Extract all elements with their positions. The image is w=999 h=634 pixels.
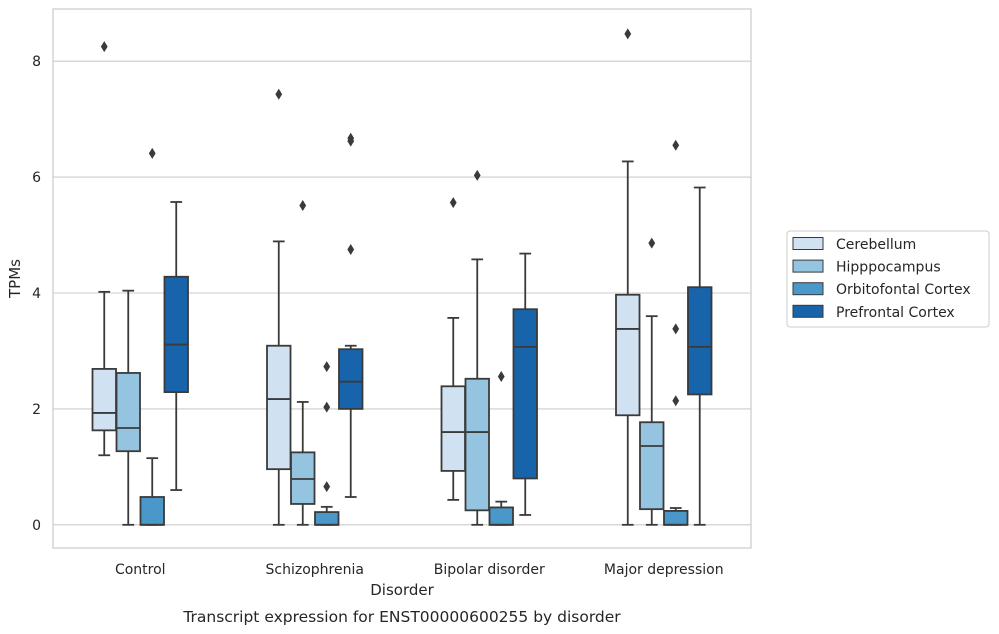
outlier-point	[275, 88, 283, 100]
x-axis-label: Disorder	[370, 581, 434, 599]
outlier-point	[347, 132, 355, 144]
box-body	[687, 286, 713, 396]
outlier-point	[323, 361, 331, 373]
box-cerebellum	[91, 41, 117, 457]
box-cerebellum	[266, 88, 292, 526]
outlier-point	[473, 169, 481, 181]
outlier-point	[648, 237, 656, 249]
box-prefrontal-cortex	[338, 132, 364, 498]
legend-label: Cerebellum	[836, 237, 916, 253]
box-body	[139, 496, 165, 526]
box-orbitofontal-cortex	[663, 139, 689, 526]
outlier-point	[148, 147, 156, 159]
x-tick-label: Control	[115, 562, 166, 578]
legend-swatch	[792, 259, 824, 273]
outlier-point	[624, 28, 632, 40]
plot-frame	[52, 8, 752, 549]
outlier-point	[672, 139, 680, 151]
box-orbitofontal-cortex	[139, 147, 165, 526]
box-body	[91, 368, 117, 432]
y-tick-label: 0	[32, 518, 41, 534]
legend-label: Prefrontal Cortex	[836, 305, 955, 321]
y-axis-ticks: 0 2 4 6 8	[32, 54, 41, 534]
legend-frame	[786, 230, 990, 328]
legend-swatch	[792, 282, 824, 296]
y-tick-label: 8	[32, 54, 41, 70]
y-tick-label: 2	[32, 402, 41, 418]
outlier-point	[672, 395, 680, 407]
box-prefrontal-cortex	[163, 201, 189, 491]
box-hipppocampus	[464, 169, 490, 526]
outlier-point	[449, 197, 457, 209]
y-axis-label: TPMs	[6, 259, 24, 299]
box-body	[115, 372, 141, 453]
legend-label: Hipppocampus	[836, 260, 941, 276]
box-hipppocampus	[115, 289, 141, 526]
box-hipppocampus	[290, 199, 316, 526]
box-body	[464, 377, 490, 512]
box-body	[338, 348, 364, 410]
outlier-point	[299, 199, 307, 211]
box-body	[488, 506, 514, 526]
box-orbitofontal-cortex	[314, 361, 340, 526]
outlier-point	[323, 481, 331, 493]
box-prefrontal-cortex	[512, 252, 538, 516]
x-tick-label: Schizophrenia	[266, 562, 364, 578]
y-tick-label: 4	[32, 286, 41, 302]
x-axis-ticks: Control Schizophrenia Bipolar disorder Majo…	[115, 562, 724, 578]
box-prefrontal-cortex	[687, 186, 713, 526]
outlier-point	[672, 323, 680, 335]
box-body	[440, 385, 466, 472]
legend-label: Orbitofontal Cortex	[836, 282, 971, 298]
outlier-point	[347, 244, 355, 256]
outlier-point	[323, 401, 331, 413]
box-body	[663, 510, 689, 526]
legend: Cerebellum Hipppocampus Orbitofontal Corte…	[786, 230, 990, 328]
box-orbitofontal-cortex	[488, 370, 514, 526]
x-tick-label: Bipolar disorder	[434, 562, 545, 578]
box-hipppocampus	[639, 237, 665, 526]
legend-swatch	[792, 237, 824, 250]
x-tick-label: Major depression	[604, 562, 724, 578]
box-body	[615, 293, 641, 417]
box-body	[639, 421, 665, 511]
outlier-point	[100, 41, 108, 53]
legend-swatch	[792, 304, 824, 318]
box-body	[512, 308, 538, 480]
plot-marks	[91, 28, 713, 526]
box-body	[314, 511, 340, 526]
box-body	[163, 275, 189, 393]
chart-title: Transcript expression for ENST0000060025…	[182, 608, 621, 626]
box-cerebellum	[615, 28, 641, 526]
y-tick-label: 6	[32, 170, 41, 186]
outlier-point	[497, 370, 505, 382]
box-cerebellum	[440, 197, 466, 501]
box-body	[266, 344, 292, 471]
